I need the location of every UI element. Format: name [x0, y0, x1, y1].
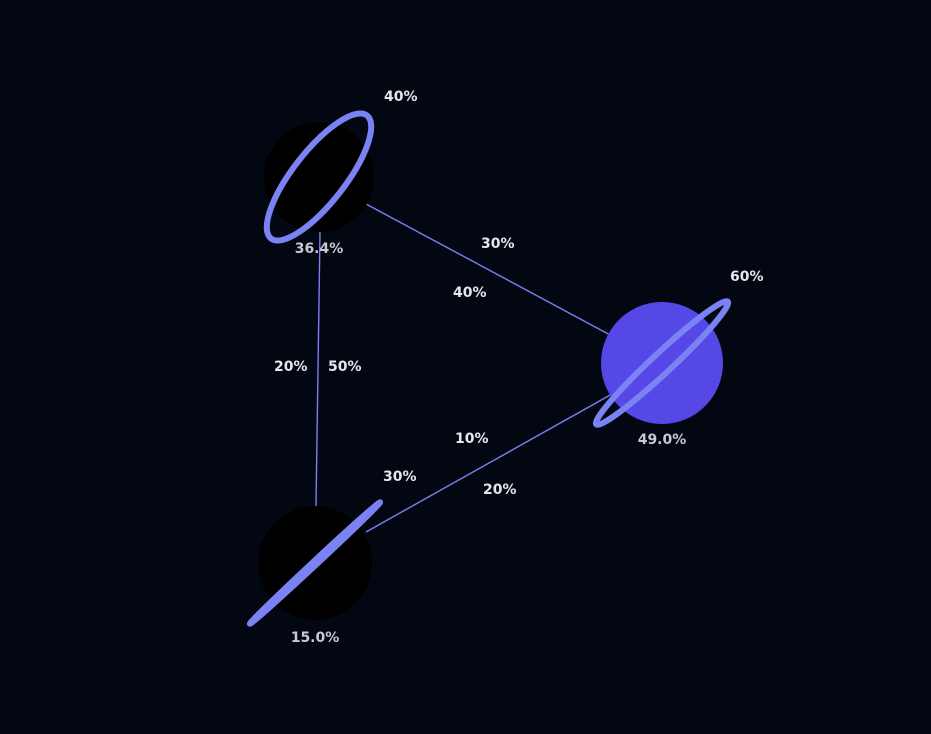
state-share-top: 36.4% [295, 241, 344, 257]
transition-label-right-top: 40% [453, 285, 487, 301]
transition-label-bottom-top: 20% [274, 359, 308, 375]
edge-top-right [365, 203, 613, 337]
transition-label-bottom-right: 20% [483, 482, 517, 498]
transition-label-top-right: 30% [481, 236, 515, 252]
self-loop-label-top: 40% [384, 89, 418, 105]
self-loop-ring-right [592, 298, 732, 428]
state-node-right [592, 298, 732, 428]
edge-top-bottom [315, 231, 321, 507]
state-node-bottom [246, 499, 384, 627]
transition-label-right-bottom: 10% [455, 431, 489, 447]
state-circle-top [264, 122, 374, 232]
state-circle-right [601, 302, 723, 424]
state-share-right: 49.0% [638, 432, 687, 448]
state-node-top [263, 110, 375, 244]
transition-label-top-bottom: 50% [328, 359, 362, 375]
state-share-bottom: 15.0% [291, 630, 340, 646]
self-loop-ring-bottom [246, 499, 384, 627]
self-loop-label-bottom: 30% [383, 469, 417, 485]
edge-bottom-right [365, 393, 613, 533]
self-loop-label-right: 60% [730, 269, 764, 285]
self-loop-ring-top [263, 110, 375, 244]
